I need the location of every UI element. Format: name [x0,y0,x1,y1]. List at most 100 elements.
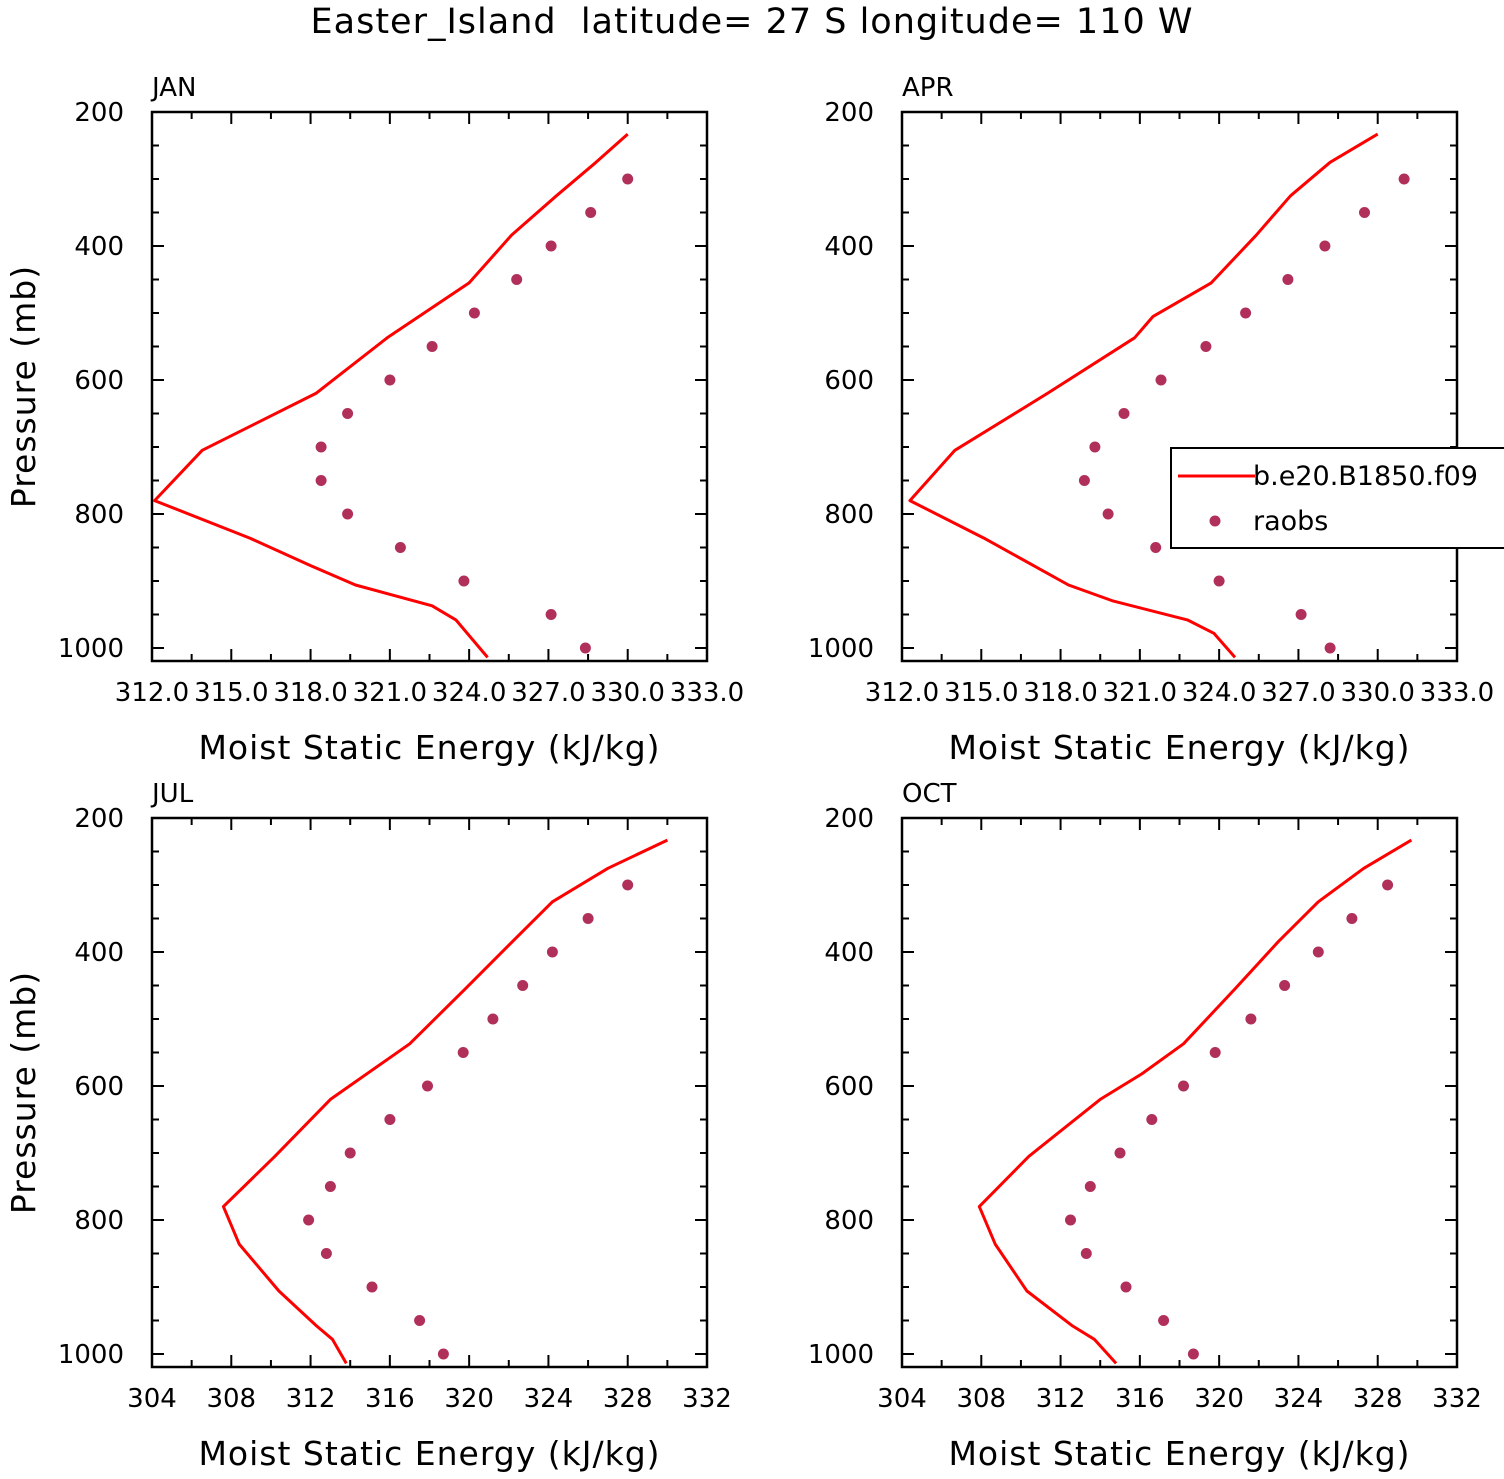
raobs-point [585,207,597,218]
raobs-point [1319,240,1331,252]
raobs-point [1279,980,1291,991]
y-tick-label: 200 [824,804,874,834]
x-axis-label: Moist Static Energy (kJ/kg) [198,728,660,767]
x-tick-label: 316 [1115,1384,1165,1414]
raobs-point [344,1147,356,1159]
y-tick-label: 1000 [58,1340,124,1370]
raobs-point [414,1315,426,1326]
x-tick-label: 308 [206,1384,256,1414]
x-tick-label: 324 [524,1384,574,1414]
raobs-point [1102,508,1114,520]
x-tick-label: 333.0 [670,678,744,708]
legend-label-model: b.e20.B1850.f09 [1253,461,1478,492]
raobs-point [1080,1248,1092,1259]
raobs-point [384,1114,396,1125]
raobs-point [1398,173,1410,185]
raobs-point [320,1248,332,1259]
y-tick-label: 800 [74,500,124,530]
raobs-point [366,1281,378,1293]
x-axis-label: Moist Static Energy (kJ/kg) [198,1434,660,1473]
raobs-point [1359,207,1370,218]
y-tick-label: 600 [824,366,874,396]
y-axis-label: Pressure (mb) [4,971,43,1214]
raobs-point [1158,1315,1170,1326]
model-profile-line [908,132,1379,659]
panel-label: OCT [902,779,957,809]
panel-oct: 304 308 312 316 320 324 328 332 200 400 600 800 1000… [808,779,1482,1473]
raobs-point [422,1080,433,1092]
legend: b.e20.B1850.f09 raobs [1170,447,1504,549]
x-tick-label: 312.0 [115,678,189,708]
x-tick-label: 312 [286,1384,336,1414]
x-tick-label: 333.0 [1420,678,1494,708]
x-tick-label: 327.0 [1261,678,1335,708]
x-tick-label: 318.0 [1023,678,1097,708]
legend-box [1170,447,1504,549]
raobs-point [1282,274,1294,285]
raobs-point [1118,408,1130,419]
raobs-point [545,240,557,252]
x-tick-label: 315.0 [194,678,268,708]
raobs-point [303,1214,315,1226]
panel-apr: 312.0 315.0 318.0 321.0 324.0 327.0 330.0 333.0… [808,73,1494,767]
raobs-point [1209,1047,1221,1058]
raobs-point [1089,441,1101,453]
raobs-point [1213,575,1225,587]
raobs-point [1078,475,1090,486]
y-tick-label: 600 [74,366,124,396]
y-tick-label: 400 [824,938,874,968]
panel-label: JAN [150,73,196,103]
x-tick-label: 324 [1274,1384,1324,1414]
raobs-point [1200,341,1212,352]
raobs-point [1382,879,1394,891]
raobs-point [1084,1181,1096,1192]
raobs-point [458,575,470,587]
y-tick-label: 600 [74,1072,124,1102]
x-axis-label: Moist Static Energy (kJ/kg) [948,1434,1410,1473]
raobs-point [1178,1080,1189,1092]
x-tick-label: 332 [1432,1384,1482,1414]
x-tick-label: 318.0 [273,678,347,708]
raobs-point [582,913,594,924]
raobs-point [511,274,523,285]
raobs-point [622,879,634,891]
x-tick-label: 316 [365,1384,415,1414]
page-title: Easter_Island latitude= 27 S longitude= … [310,2,1194,42]
raobs-point [342,408,354,419]
raobs-point [1065,1214,1076,1226]
raobs-point [1120,1281,1132,1293]
x-tick-label: 330.0 [590,678,664,708]
legend-marker-swatch [1209,515,1221,527]
y-axis-label: Pressure (mb) [4,265,43,508]
raobs-point [394,542,406,553]
plot-frame [900,816,1459,1369]
panel-label: JUL [150,779,194,809]
raobs-point [1146,1114,1158,1125]
raobs-point [384,374,396,386]
panel-jan: 312.0 315.0 318.0 321.0 324.0 327.0 330.0 333.0… [4,73,744,767]
y-tick-label: 200 [74,804,124,834]
raobs-point [1240,307,1252,319]
x-tick-label: 315.0 [944,678,1018,708]
raobs-point [315,475,327,486]
x-tick-label: 321.0 [353,678,427,708]
x-tick-label: 320 [1194,1384,1244,1414]
raobs-point [324,1181,336,1192]
plot-frame [150,816,709,1369]
x-tick-label: 324.0 [432,678,506,708]
raobs-point [1324,642,1336,654]
model-profile-line [977,838,1413,1365]
x-tick-label: 332 [682,1384,732,1414]
x-tick-label: 324.0 [1182,678,1256,708]
raobs-point [1346,913,1358,924]
x-tick-label: 327.0 [511,678,585,708]
y-tick-label: 1000 [808,634,874,664]
panel-label: APR [902,73,954,103]
y-tick-label: 1000 [808,1340,874,1370]
raobs-point [579,642,591,654]
panel-jul: 304 308 312 316 320 324 328 332 200 400 600 800 1000… [4,779,732,1473]
raobs-point [426,341,438,352]
x-tick-label: 320 [444,1384,494,1414]
x-tick-label: 328 [603,1384,653,1414]
